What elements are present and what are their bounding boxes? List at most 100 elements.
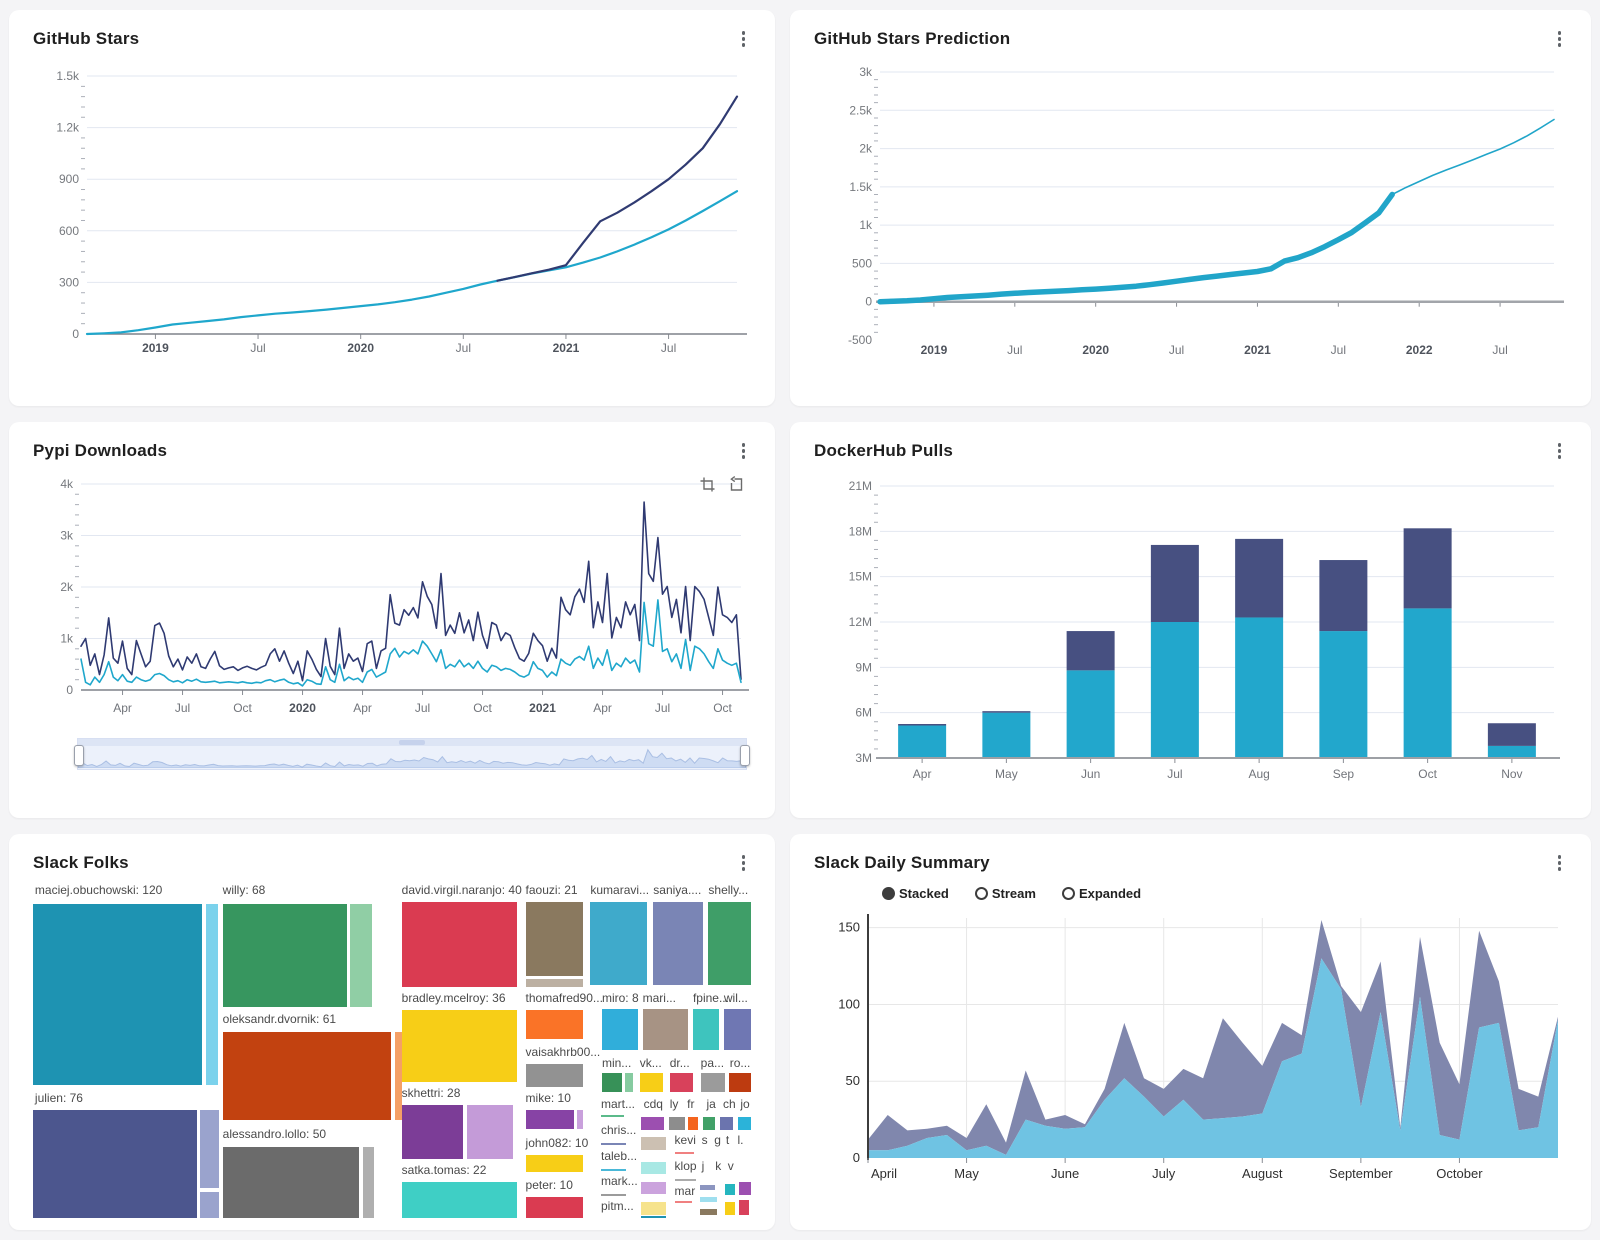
treemap-label: mar [674,1184,696,1198]
treemap-cell-oleksandr-sliver[interactable] [394,1032,402,1120]
svg-text:Apr: Apr [593,701,612,715]
treemap-cell-thomafred90[interactable] [525,1010,583,1039]
treemap-cell-cell[interactable] [640,1202,666,1215]
more-menu-button[interactable] [736,27,752,51]
treemap-label: mart... [601,1097,636,1111]
zoom-select-icon[interactable] [699,476,716,493]
treemap-cell-mike-sliver[interactable] [576,1110,583,1129]
treemap-cell-vaisakhrb00[interactable] [525,1064,583,1087]
more-menu-button[interactable] [1552,27,1568,51]
treemap-cell-chris[interactable] [601,1143,627,1145]
datazoom-slider[interactable] [74,738,750,770]
svg-text:600: 600 [59,224,79,238]
treemap-cell-oleksandr.dvornik[interactable] [222,1032,392,1120]
panel-title: GitHub Stars [33,29,140,48]
treemap-cell-vk[interactable] [639,1073,663,1092]
treemap-cell-mari[interactable] [642,1009,689,1050]
treemap-cell-david.virgil.naranjo[interactable] [401,902,517,987]
treemap-cell-ro[interactable] [728,1073,751,1092]
treemap-cell-maciej-sliver[interactable] [206,904,218,1085]
treemap-cell-cell[interactable] [739,1182,751,1195]
treemap-cell-peter[interactable] [525,1197,583,1218]
treemap-cell-klop-block[interactable] [640,1162,666,1174]
treemap-cell-cell[interactable] [699,1197,718,1202]
treemap-cell-wil[interactable] [723,1009,751,1050]
treemap-label: kumaravi... [590,883,650,897]
treemap-cell-cell[interactable] [724,1184,735,1195]
treemap-cell-mart-cell[interactable] [640,1117,664,1130]
slack-daily-summary-chart[interactable]: 0 50 100 150 April May June July August September… [814,908,1567,1190]
treemap-cell-satka.tomas[interactable] [401,1182,517,1218]
pypi-downloads-chart[interactable]: 0 1k 2k 3k 4k Apr Jul Oct 2020 Apr Jul Oct 2021 Apr Ju… [33,470,751,728]
treemap-cell-fpine[interactable] [692,1009,720,1050]
treemap-cell-kevi[interactable] [674,1152,694,1154]
treemap-cell-julien[interactable] [33,1110,197,1218]
treemap-cell-shelly[interactable] [708,902,751,985]
svg-text:July: July [1152,1166,1176,1181]
treemap-cell-mar-block[interactable] [640,1182,666,1194]
treemap-cell-ch[interactable] [738,1117,751,1130]
treemap-cell-bradley.mcelroy[interactable] [401,1010,517,1082]
datazoom-handle-right[interactable] [740,745,750,766]
legend-item-stream[interactable]: Stream [974,886,1036,901]
treemap-cell-ly[interactable] [688,1117,698,1130]
panel-title: Pypi Downloads [33,441,168,460]
datazoom-grip-handle[interactable] [399,740,425,745]
treemap-cell-faouzi-strip[interactable] [525,979,583,987]
treemap-cell-mark[interactable] [601,1194,627,1196]
treemap-cell-mar[interactable] [674,1201,692,1203]
treemap-cell-cell[interactable] [640,1216,666,1218]
treemap-cell-mart[interactable] [601,1115,625,1117]
radio-selected-icon [882,886,895,900]
treemap-cell-maciej.obuchowski[interactable] [33,904,203,1085]
datazoom-handle-left[interactable] [74,745,84,766]
more-menu-button[interactable] [736,439,752,463]
treemap-label: jo [740,1097,750,1111]
treemap-cell-miro[interactable] [601,1009,638,1050]
treemap-cell-kumaravi[interactable] [590,902,648,985]
treemap-cell-mike[interactable] [525,1110,574,1129]
slack-folks-treemap[interactable]: maciej.obuchowski: 120 julien: 76 willy: 6… [33,882,751,1220]
legend-item-expanded[interactable]: Expanded [1061,886,1141,901]
treemap-cell-julien-sliver[interactable] [200,1110,219,1188]
treemap-cell-cell[interactable] [724,1202,735,1215]
more-menu-button[interactable] [1552,439,1568,463]
more-menu-button[interactable] [1552,851,1568,875]
treemap-cell-taleb[interactable] [601,1169,627,1171]
treemap-cell-julien-sliver-2[interactable] [200,1192,219,1218]
restore-icon[interactable] [728,476,745,493]
treemap-cell-kevi-block[interactable] [640,1137,666,1150]
treemap-cell-skhettri-sliver[interactable] [466,1105,513,1159]
dockerhub-pulls-chart[interactable]: 3M 6M 9M 12M 15M 18M 21M Apr May Jun Jul Aug Sep Oct N… [814,470,1567,786]
treemap-cell-alessandro.lollo[interactable] [222,1147,360,1218]
treemap-cell-saniya[interactable] [653,902,703,985]
svg-text:1k: 1k [859,218,873,232]
treemap-cell-min[interactable] [601,1073,623,1092]
datazoom-track[interactable] [78,739,746,746]
treemap-cell-ja[interactable] [720,1117,733,1130]
treemap-cell-cell[interactable] [699,1209,718,1215]
more-menu-button[interactable] [736,851,752,875]
treemap-label: shelly... [708,883,749,897]
treemap-cell-cell[interactable] [739,1200,750,1215]
treemap-cell-dr[interactable] [669,1073,693,1092]
treemap-cell-john082[interactable] [525,1155,583,1172]
treemap-cell-skhettri[interactable] [401,1105,463,1159]
svg-text:1.2k: 1.2k [56,121,80,135]
treemap-cell-cdq[interactable] [668,1117,686,1130]
treemap-cell-cell[interactable] [699,1185,716,1190]
treemap-cell-willy[interactable] [222,904,347,1007]
treemap-cell-min-sliver[interactable] [625,1073,633,1092]
chart-legend: Stacked Stream Expanded [882,882,1567,904]
treemap-cell-klop[interactable] [674,1179,696,1181]
svg-text:2k: 2k [859,142,873,156]
treemap-cell-fr[interactable] [702,1117,716,1130]
treemap-cell-pa[interactable] [700,1073,725,1092]
legend-item-stacked[interactable]: Stacked [882,886,949,901]
treemap-cell-alessandro-sliver[interactable] [362,1147,374,1218]
github-stars-prediction-chart[interactable]: -500 0 500 1k 1.5k 2k 2.5k 3k 2019 Jul 2020 Jul 2021… [814,58,1567,358]
treemap-cell-willy-sliver[interactable] [350,904,372,1007]
github-stars-chart[interactable]: 0 300 600 900 1.2k 1.5k 2019 Jul 2020 Jul 2021 Jul [33,58,751,358]
treemap-cell-faouzi[interactable] [525,902,583,976]
treemap-label: chris... [601,1123,637,1137]
